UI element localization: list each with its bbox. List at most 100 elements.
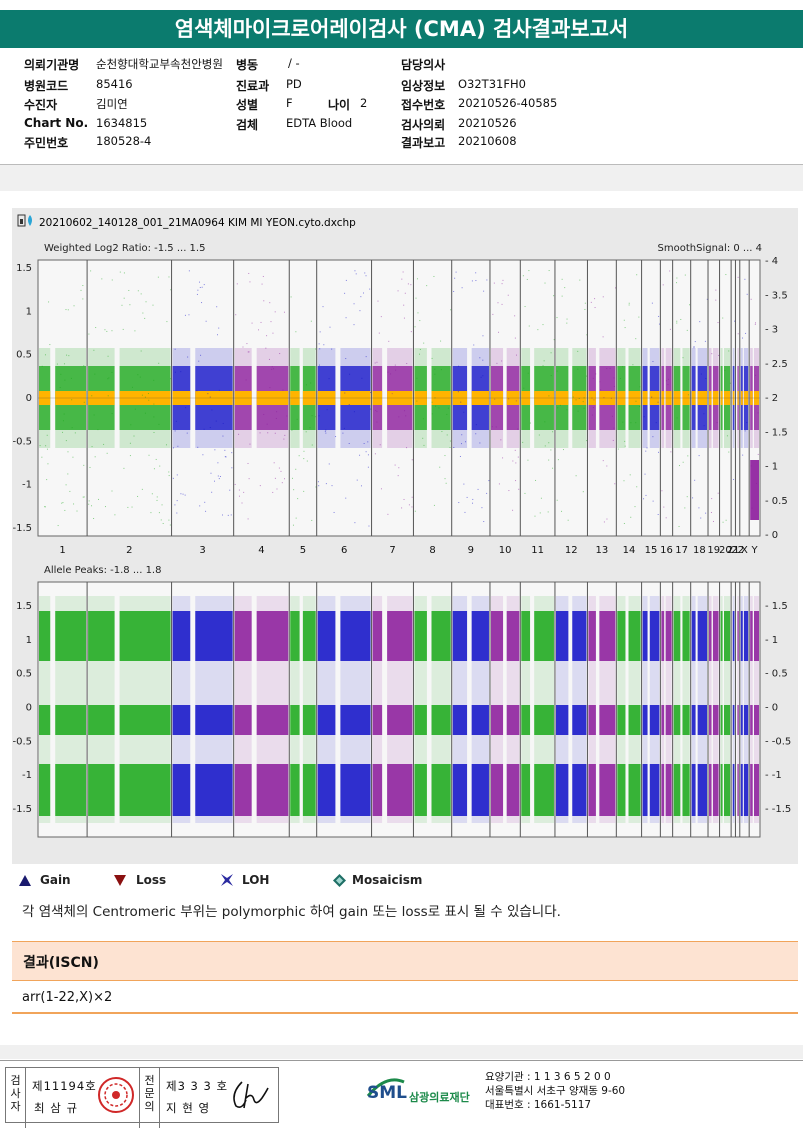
chr-scatter-point: [180, 493, 182, 495]
chr-scatter-point: [636, 274, 638, 276]
chr-scatter-point: [724, 369, 726, 371]
chr-scatter-point: [439, 466, 441, 468]
chromosome-label: 5: [300, 545, 306, 556]
chr-scatter-point: [433, 504, 435, 506]
chr-allele-peak: [732, 705, 735, 735]
chr-scatter-point: [376, 421, 378, 423]
chromosome-label: 10: [499, 545, 512, 556]
chr-scatter-point: [176, 474, 178, 476]
chr-allele-peak: [302, 705, 316, 735]
chr-scatter-point: [360, 296, 362, 298]
chr-scatter-point: [188, 270, 190, 272]
chr-scatter-point: [729, 382, 731, 384]
value-request: 20210526: [458, 116, 517, 130]
chr-allele-peak: [723, 611, 731, 661]
chr-scatter-point: [83, 401, 85, 403]
chr-scatter-point: [584, 302, 586, 304]
chr-scatter-point: [676, 322, 678, 324]
chr-scatter-point: [635, 400, 637, 402]
chr-scatter-point: [74, 432, 76, 434]
chr-scatter-point: [591, 414, 593, 416]
chr-scatter-point: [141, 488, 143, 490]
chr-scatter-point: [744, 430, 746, 432]
chr-scatter-point: [197, 446, 199, 448]
chr-allele-peak: [119, 611, 171, 661]
chr-scatter-point: [82, 298, 84, 300]
chr-allele-peak: [555, 611, 569, 661]
chr-scatter-point: [434, 373, 436, 375]
chr-scatter-point: [622, 421, 624, 423]
chr-scatter-point: [263, 300, 265, 302]
chr-allele-peak: [471, 705, 489, 735]
chr-scatter-point: [584, 308, 586, 310]
chr-scatter-point: [496, 362, 498, 364]
chr-scatter-point: [475, 280, 477, 282]
chr-scatter-point: [692, 497, 694, 499]
report-title: 염색체마이크로어레이검사 (CMA) 검사결과보고서: [0, 10, 803, 48]
chr-allele-peak: [753, 611, 759, 661]
chr-scatter-point: [658, 315, 660, 317]
bottom-left-tick: 1.5: [16, 601, 32, 612]
chr-scatter-point: [73, 305, 75, 307]
chr-scatter-point: [395, 369, 397, 371]
chr-scatter-point: [161, 504, 163, 506]
chr-scatter-point: [438, 407, 440, 409]
chr-scatter-point: [319, 348, 321, 350]
chr-allele-peak: [372, 764, 383, 816]
chr-scatter-point: [548, 459, 550, 461]
chr-scatter-point: [367, 466, 369, 468]
chr-scatter-point: [91, 446, 93, 448]
chr-allele-peak: [720, 764, 723, 816]
chr-scatter-point: [651, 396, 653, 398]
chr-scatter-point: [272, 491, 274, 493]
chr-scatter-point: [566, 318, 568, 320]
chr-scatter-point: [158, 362, 160, 364]
chr-scatter-point: [215, 420, 217, 422]
chr-scatter-point: [314, 416, 316, 418]
specialist-signature-icon: [233, 1081, 269, 1109]
chr-allele-peak: [732, 764, 735, 816]
chr-allele-peak: [490, 611, 504, 661]
chr-scatter-point: [630, 516, 632, 518]
chr-allele-peak: [649, 764, 660, 816]
chr-scatter-point: [144, 412, 146, 414]
chr-allele-peak: [697, 764, 708, 816]
chr-scatter-point: [140, 350, 142, 352]
chr-scatter-point: [238, 495, 240, 497]
chr-scatter-point: [273, 368, 275, 370]
chr-allele-peak: [572, 764, 587, 816]
top-right-tick: - 3: [765, 325, 778, 336]
chr-scatter-point: [550, 449, 552, 451]
chr-scatter-point: [95, 327, 97, 329]
chr-scatter-point: [325, 432, 327, 434]
chr-scatter-point: [668, 378, 670, 380]
chr-scatter-point: [45, 445, 47, 447]
chr-scatter-point: [638, 316, 640, 318]
chr-scatter-point: [152, 304, 154, 306]
chr-scatter-point: [303, 450, 305, 452]
chr-scatter-point: [550, 352, 552, 354]
chr-scatter-point: [725, 519, 727, 521]
chr-scatter-point: [160, 519, 162, 521]
chr-scatter-point: [67, 473, 69, 475]
chr-allele-peak: [697, 705, 708, 735]
chr-allele-peak: [628, 764, 641, 816]
chr-scatter-point: [524, 306, 526, 308]
chr-allele-peak: [340, 705, 371, 735]
chr-scatter-point: [158, 512, 160, 514]
chr-scatter-point: [121, 304, 123, 306]
chr-scatter-point: [67, 309, 69, 311]
chr-scatter-point: [403, 317, 405, 319]
chr-scatter-point: [577, 350, 579, 352]
chr-scatter-point: [402, 271, 404, 273]
chr-scatter-point: [145, 301, 147, 303]
chr-scatter-point: [676, 320, 678, 322]
chr-scatter-point: [433, 275, 435, 277]
value-institution: 순천향대학교부속천안병원: [96, 57, 223, 71]
value-hospital-code: 85416: [96, 77, 133, 91]
chr-scatter-point: [461, 434, 463, 436]
chr-scatter-point: [168, 475, 170, 477]
chr-scatter-point: [333, 511, 335, 513]
chr-allele-peak: [372, 611, 383, 661]
chr-scatter-point: [655, 422, 657, 424]
